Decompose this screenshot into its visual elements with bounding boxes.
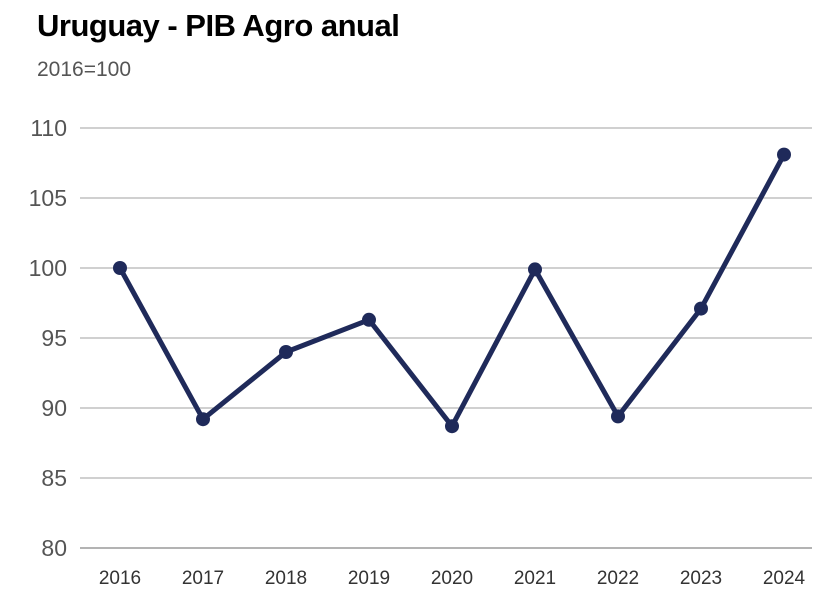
data-point: [279, 345, 293, 359]
data-point: [362, 312, 376, 327]
y-tick-label: 80: [41, 535, 67, 561]
chart-title: Uruguay - PIB Agro anual: [37, 8, 400, 43]
x-tick-label: 2022: [597, 568, 639, 589]
data-point: [113, 261, 127, 275]
y-tick-label: 95: [41, 325, 67, 351]
x-tick-label: 2019: [348, 568, 390, 589]
y-tick-label: 85: [41, 465, 67, 491]
data-point: [777, 147, 791, 162]
data-point: [196, 412, 210, 427]
data-point: [445, 419, 459, 434]
y-tick-label: 100: [29, 255, 67, 281]
y-tick-label: 90: [41, 395, 67, 421]
x-tick-label: 2023: [680, 568, 722, 589]
x-tick-label: 2021: [514, 568, 556, 589]
x-tick-label: 2018: [265, 568, 307, 589]
x-tick-label: 2020: [431, 568, 473, 589]
y-tick-label: 110: [30, 115, 67, 141]
x-tick-label: 2024: [763, 568, 806, 589]
data-point: [611, 409, 625, 424]
x-tick-label: 2017: [182, 568, 224, 589]
series-line: [117, 152, 787, 429]
data-point: [528, 262, 542, 277]
chart-subtitle: 2016=100: [37, 58, 132, 81]
x-tick-label: 2016: [99, 568, 141, 589]
y-tick-label: 105: [29, 185, 67, 211]
data-point: [694, 301, 708, 316]
